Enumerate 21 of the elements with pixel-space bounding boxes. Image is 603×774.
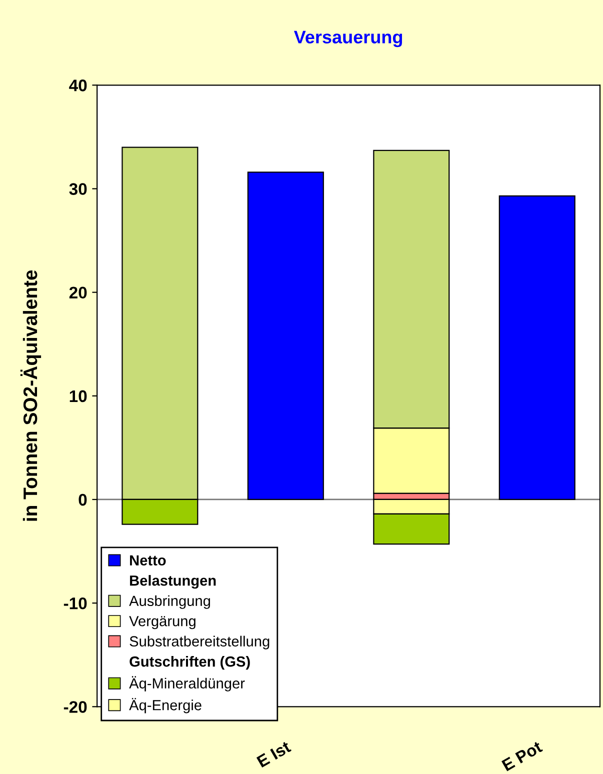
y-tick-label: 20 [69,286,87,299]
x-tick-label: E Pot [502,740,544,772]
y-tick-label: 30 [69,183,87,195]
legend-label: Äq-Mineraldünger [129,676,245,692]
chart-title: Versauerung [294,30,402,48]
annotation: Belastungen [130,575,216,589]
legend-label: Ausbringung [129,595,210,609]
legend-label: Netto [130,555,166,566]
bar [247,172,324,500]
x-tick-label: E Ist [256,740,292,768]
y-tick-label: -10 [64,597,87,610]
bar [498,195,576,500]
y-tick-label: -20 [64,701,87,713]
legend-label: Substratbereitstellung [130,636,270,650]
annotation: Gutschriften (GS) [130,656,250,670]
legend-label: Vergärung [129,616,196,630]
y-tick-label: 0 [78,494,87,506]
legend-label: Äq-Energie [129,698,202,714]
y-axis-title: in Tonnen SO2-Äquivalente [20,270,42,521]
y-tick-label: 40 [69,80,87,92]
y-tick-label: 10 [70,390,87,402]
